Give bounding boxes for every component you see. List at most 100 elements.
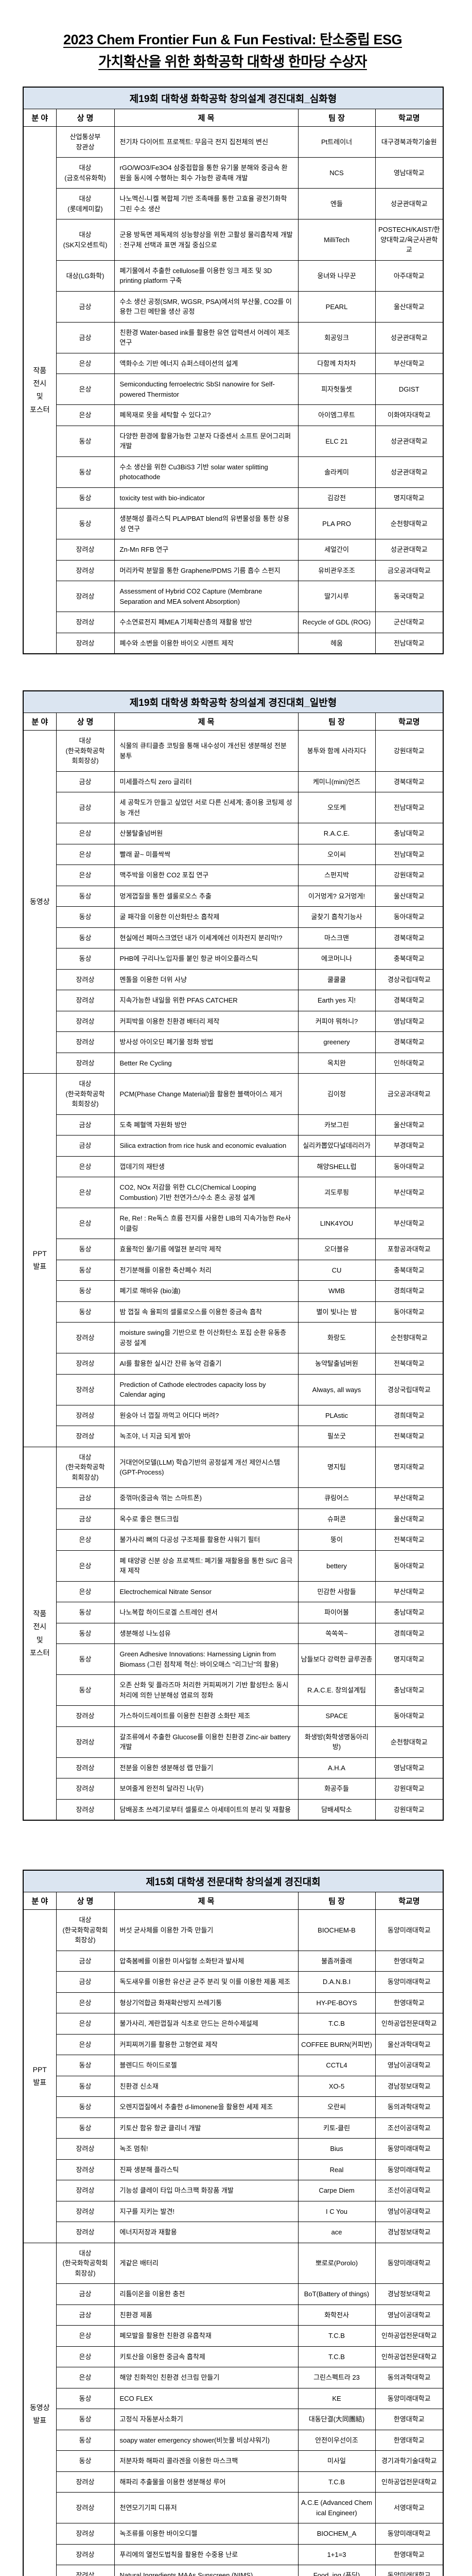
team-leader-cell: 엔들 [298,188,376,220]
award-row: PPT 발표 대상 (한국화학공학 회회장상) PCM(Phase Change M… [23,1073,444,1447]
school-name-cell: 동아대학교 [375,1156,444,1178]
school-name-cell: 부산대학교 [375,1208,444,1240]
team-leader-cell: 민감한 사람들 [298,1581,376,1603]
award-row: 동상 오렌지껍질에서 추출한 d-limonene을 활용한 세제 제조 오란씨 동의… [23,2096,444,2118]
project-title-cell: 나노복합 하이드로겔 스트레인 센서 [114,1602,299,1623]
team-leader-cell: R.A.C.E. 창의설계팀 [298,1674,376,1706]
col-header-team-leader: 팀 장 [298,713,376,731]
team-leader-cell: 대동단결(大同團結) [298,2409,376,2430]
award-row: 장려상 방사성 아이오딘 폐기물 정화 방법 greenery 경북대학교 [23,1031,444,1053]
col-header-title: 제 목 [114,713,299,731]
team-leader-cell: 이거멍게? 요거멍게! [298,885,376,907]
award-row: 장려상 담배꽁초 쓰레기로부터 셀룰로스 아세테이트의 분리 및 재활용 담배세탁소… [23,1799,444,1821]
award-name-cell: 동상 [56,2429,115,2451]
school-name-cell: 경북대학교 [375,990,444,1011]
school-name-cell: 명지대학교 [375,1446,444,1488]
award-row: 동상 친환경 신소재 XO-5 경남정보대학교 [23,2075,444,2097]
team-leader-cell: Earth yes 지! [298,990,376,1011]
award-row: 동상 생분해성 플라스틱 PLA/PBAT blend의 유변물성을 통한 상용성… [23,508,444,540]
award-row: 금상 중꺾마(중금속 꺾는 스마트폰) 큐링어스 부산대학교 [23,1487,444,1509]
award-row: 동상 ECO FLEX KE 동양미래대학교 [23,2387,444,2410]
award-name-cell: 장려상 [56,2471,115,2493]
project-title-cell: Prediction of Cathode electrodes capacit… [114,1374,299,1405]
project-title-cell: 녹조 멈춰! [114,2138,299,2160]
category-cell: 작품 전시 및 포스터 [23,126,57,654]
project-title-cell: 커피박을 이용한 친환경 배터리 제작 [114,1010,299,1032]
award-row: 은상 맥주박을 이용한 CO2 포집 연구 스펀지박 강원대학교 [23,865,444,886]
school-name-cell: 동양미래대학교 [375,1971,444,1993]
project-title-cell: 현실에선 폐마스크였던 내가 이세계에선 이차전지 분리막!? [114,927,299,949]
award-name-cell: 동상 [56,1602,115,1623]
school-name-cell: 인하공업전문대학교 [375,2346,444,2368]
award-row: 장려상 지구를 지키는 발견! I C You 영남이공대학교 [23,2200,444,2223]
school-name-cell: 순천향대학교 [375,1322,444,1354]
award-row: 장려상 Prediction of Cathode electrodes capa… [23,1374,444,1405]
team-leader-cell: 김강전 [298,487,376,509]
team-leader-cell: 솔라케미 [298,456,376,488]
school-name-cell: 동양미래대학교 [375,1909,444,1951]
award-row: 동상 고정식 자동분사소화기 대동단결(大同團結) 한영대학교 [23,2409,444,2430]
category-cell: PPT 발표 [23,1073,57,1447]
award-name-cell: 장려상 [56,1705,115,1727]
col-header-award: 상 명 [56,1892,115,1910]
team-leader-cell: CCTL4 [298,2055,376,2076]
school-name-cell: 한영대학교 [375,2409,444,2430]
team-leader-cell: T.C.B [298,2346,376,2368]
team-leader-cell: 오더블유 [298,1239,376,1260]
team-leader-cell: 괴도루핑 [298,1177,376,1209]
team-leader-cell: 큐링어스 [298,1487,376,1509]
award-name-cell: 은상 [56,1208,115,1240]
award-row: 장려상 머리카락 분말을 통한 Graphene/PDMS 기름 흡수 스펀지 유비… [23,560,444,582]
project-title-cell: 굴 패각을 이용한 이산화탄소 흡착제 [114,906,299,928]
award-row: 장려상 녹조야, 너 지금 되게 밝아 필쏘굿 전북대학교 [23,1426,444,1447]
team-leader-cell: 헤움 [298,632,376,654]
team-leader-cell: T.C.B [298,2013,376,2035]
award-name-cell: 장려상 [56,2180,115,2201]
team-leader-cell: 명지팀 [298,1446,376,1488]
project-title-cell: 거대언어모델(LLM) 학습기반의 공정설계 개선 제안시스템(GPT-Proc… [114,1446,299,1488]
team-leader-cell: NCS [298,157,376,189]
team-leader-cell: 딸기시루 [298,581,376,613]
award-name-cell: 금상 [56,1487,115,1509]
award-row: 동상 다양한 환경에 활용가능한 고분자 다중센서 소프트 문어그리퍼 개발 ELC… [23,425,444,457]
team-leader-cell: Carpe Diem [298,2180,376,2201]
team-leader-cell: 회공잉크 [298,321,376,353]
project-title-cell: PHB에 구리나노입자를 붙인 항균 바이오플라스틱 [114,948,299,970]
school-name-cell: 강원대학교 [375,730,444,772]
team-leader-cell: PLA PRO [298,508,376,540]
award-name-cell: 금상 [56,291,115,323]
project-title-cell: rGO/WO3/Fe3O4 삼중접합을 통한 유기물 분해와 중금속 환원을 동… [114,157,299,189]
category-cell: 작품 전시 및 포스터 [23,1446,57,1821]
school-name-cell: 경희대학교 [375,1280,444,1302]
award-row: 동상 저분자화 해파리 콜라겐을 이용한 마스크팩 미사일 경기과학기술대학교 [23,2450,444,2472]
project-title-cell: ECO FLEX [114,2387,299,2410]
team-leader-cell: 실리카뽑았다널데리러가 [298,1135,376,1157]
award-name-cell: 장려상 [56,2159,115,2181]
award-name-cell: 은상 [56,1550,115,1582]
team-leader-cell: ace [298,2222,376,2243]
project-title-cell: 푸리에의 열전도법칙을 활용한 수중용 난로 [114,2544,299,2566]
school-name-cell: 전북대학교 [375,1426,444,1447]
award-name-cell: 동상 [56,2096,115,2118]
award-name-cell: 대상(LG화학) [56,260,115,292]
project-title-cell: 진짜 생분해 플라스틱 [114,2159,299,2181]
award-name-cell: 장려상 [56,1374,115,1405]
project-title-cell: toxicity test with bio-indicator [114,487,299,509]
project-title-cell: 녹조야, 너 지금 되게 밝아 [114,1426,299,1447]
school-name-cell: 경북대학교 [375,927,444,949]
team-leader-cell: 봉투와 함께 사라지다 [298,730,376,772]
team-leader-cell: 쏙쏙쏙~ [298,1622,376,1645]
award-name-cell: 장려상 [56,1426,115,1447]
award-name-cell: 장려상 [56,1052,115,1074]
award-row: 은상 폐 태양광 신분 상승 프로젝트: 폐기물 재활용을 통한 Si/C 음극재… [23,1550,444,1582]
school-name-cell: 동의과학대학교 [375,2367,444,2388]
school-name-cell: 순천향대학교 [375,508,444,540]
award-row: 장려상 Better Re Cycling 옥치완 인하대학교 [23,1052,444,1074]
award-name-cell: 장려상 [56,990,115,1011]
award-name-cell: 장려상 [56,1757,115,1779]
team-leader-cell: 화공주들 [298,1778,376,1800]
project-title-cell: 멍게껍질을 통한 셀룰로오스 추출 [114,885,299,907]
award-name-cell: 장려상 [56,632,115,654]
project-title-cell: 해양 친화적인 친환경 선크림 만들기 [114,2367,299,2388]
award-name-cell: 금상 [56,1114,115,1136]
